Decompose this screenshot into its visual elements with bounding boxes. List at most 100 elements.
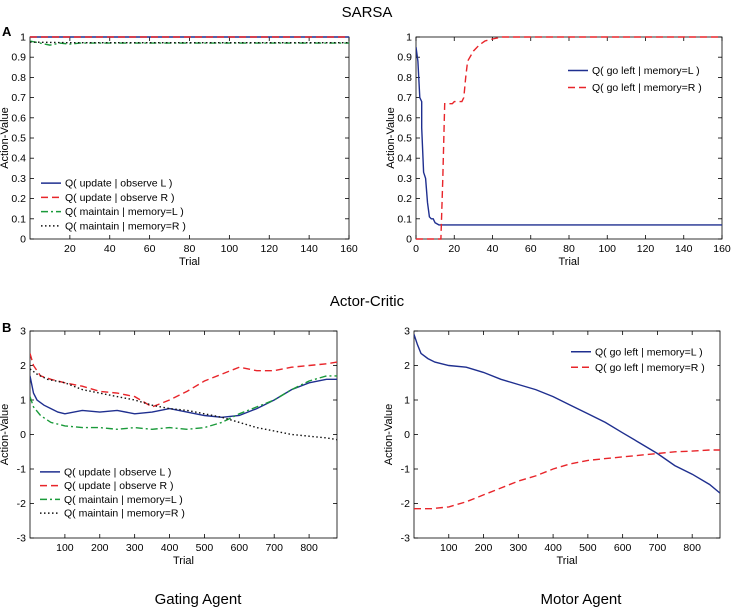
legend-entry: Q( go left | memory=L ) xyxy=(595,346,703,358)
x-tick-label: 600 xyxy=(231,542,249,554)
x-tick-label: 0 xyxy=(413,243,419,255)
y-tick-label: 0 xyxy=(406,234,412,246)
y-tick-label: 0 xyxy=(404,429,410,441)
chart-sarsa-gating: 20 40 60 80 100 120 140 160 0 0.1 0.2 0.3 0.4 0.5 0.6 0… xyxy=(0,32,358,269)
x-tick-label: 160 xyxy=(340,243,358,255)
legend-entry: Q( update | observe R ) xyxy=(64,480,174,492)
y-tick-label: 1 xyxy=(20,395,26,407)
y-tick-label: 0.2 xyxy=(397,193,412,205)
legend: Q( update | observe L ) Q( update | obser… xyxy=(35,464,207,521)
x-tick-label: 80 xyxy=(184,243,196,255)
legend-entry: Q( go left | memory=R ) xyxy=(595,362,705,374)
y-tick-label: -3 xyxy=(401,533,410,545)
x-tick-label: 100 xyxy=(440,542,458,554)
y-tick-label: -2 xyxy=(401,498,410,510)
charts-group: 20 40 60 80 100 120 140 16000.10.20.30.40.50.60… xyxy=(0,32,731,568)
x-tick-label: 500 xyxy=(196,542,214,554)
x-tick-label: 600 xyxy=(614,542,632,554)
x-tick-label: 120 xyxy=(637,243,655,255)
y-tick-label: -1 xyxy=(17,464,26,476)
legend-entry: Q( go left | memory=L ) xyxy=(592,65,700,77)
y-axis-label: Action-Value xyxy=(0,107,11,169)
series-line-4 xyxy=(30,368,337,441)
x-tick-label: 40 xyxy=(487,243,499,255)
series-line-4 xyxy=(30,41,349,44)
legend-box xyxy=(566,343,718,376)
y-tick-label: 0.6 xyxy=(397,112,412,124)
series-line-2 xyxy=(416,36,722,240)
legend: Q( go left | memory=L ) Q( go left | memo… xyxy=(563,61,717,97)
y-tick-label: 0.5 xyxy=(11,133,26,145)
series-line-3 xyxy=(30,40,349,46)
y-tick-label: -2 xyxy=(17,498,26,510)
section-title-sarsa: SARSA xyxy=(342,4,393,21)
y-tick-label: 0 xyxy=(20,234,26,246)
series-line-2 xyxy=(414,449,720,510)
y-tick-label: 1 xyxy=(406,32,412,44)
y-tick-label: 0.4 xyxy=(11,153,26,165)
x-tick-label: 300 xyxy=(126,542,144,554)
y-tick-label: 0.2 xyxy=(11,193,26,205)
x-tick-label: 100 xyxy=(598,243,616,255)
y-tick-label: 0 xyxy=(20,429,26,441)
y-tick-label: -3 xyxy=(17,533,26,545)
y-tick-label: 3 xyxy=(20,326,26,338)
x-tick-label: 800 xyxy=(300,542,318,554)
y-tick-label: 0.8 xyxy=(11,72,26,84)
x-tick-label: 200 xyxy=(91,542,109,554)
x-axis-label: Trial xyxy=(559,256,580,268)
legend: Q( go left | memory=L ) Q( go left | memo… xyxy=(566,343,718,376)
x-tick-label: 100 xyxy=(56,542,74,554)
x-axis-label: Trial xyxy=(173,555,194,567)
legend-entry: Q( maintain | memory=R ) xyxy=(64,508,185,520)
y-tick-label: 0.5 xyxy=(397,133,412,145)
x-tick-label: 60 xyxy=(525,243,537,255)
legend-box xyxy=(36,175,208,234)
x-axis-label: Trial xyxy=(179,256,200,268)
x-tick-label: 400 xyxy=(161,542,179,554)
y-tick-label: 3 xyxy=(404,326,410,338)
y-tick-label: 0.6 xyxy=(11,112,26,124)
x-tick-label: 300 xyxy=(510,542,528,554)
x-tick-label: 800 xyxy=(683,542,701,554)
y-tick-label: 0.7 xyxy=(11,92,26,104)
x-tick-label: 60 xyxy=(144,243,156,255)
y-tick-label: 0.4 xyxy=(397,153,412,165)
panel-letter-b: B xyxy=(2,320,11,335)
y-tick-label: 0.1 xyxy=(397,213,412,225)
y-tick-label: 1 xyxy=(404,395,410,407)
legend: Q( update | observe L ) Q( update | obser… xyxy=(36,175,208,234)
series-line-1 xyxy=(416,47,722,226)
y-axis-label: Action-Value xyxy=(385,107,397,169)
x-tick-label: 500 xyxy=(579,542,597,554)
legend-box xyxy=(35,464,207,521)
x-tick-label: 40 xyxy=(104,243,116,255)
y-tick-label: 0.3 xyxy=(397,173,412,185)
x-axis-label: Trial xyxy=(557,555,578,567)
y-tick-label: 0.9 xyxy=(11,52,26,64)
y-axis-label: Action-Value xyxy=(0,404,11,466)
x-tick-label: 700 xyxy=(265,542,283,554)
series-line-1 xyxy=(414,334,720,494)
chart-ac-motor: 100 200 300 400 500 600 700 800 -3 -2 -1 0 1 2 3 Trial A… xyxy=(383,326,721,567)
x-tick-label: 160 xyxy=(713,243,731,255)
y-tick-label: 0.3 xyxy=(11,173,26,185)
y-tick-label: 2 xyxy=(404,360,410,372)
x-tick-label: 80 xyxy=(563,243,575,255)
chart-sarsa-motor: 0 20 40 60 80 100 120 140 160 0 0.1 0.2 0.3 0.4 0.5 0.6… xyxy=(385,32,731,269)
legend-box xyxy=(563,61,717,97)
series-line-2 xyxy=(30,353,337,408)
x-tick-label: 400 xyxy=(544,542,562,554)
legend-entry: Q( maintain | memory=R ) xyxy=(65,220,186,232)
series-line-3 xyxy=(30,375,337,431)
x-tick-label: 140 xyxy=(300,243,318,255)
legend-entry: Q( update | observe R ) xyxy=(65,192,175,204)
section-title-actor-critic: Actor-Critic xyxy=(330,293,405,310)
x-tick-label: 20 xyxy=(64,243,76,255)
legend-entry: Q( maintain | memory=L ) xyxy=(64,494,183,506)
y-tick-label: 0.9 xyxy=(397,52,412,64)
panel-letter-a: A xyxy=(2,24,12,39)
y-tick-label: 0.1 xyxy=(11,213,26,225)
y-tick-label: 2 xyxy=(20,360,26,372)
